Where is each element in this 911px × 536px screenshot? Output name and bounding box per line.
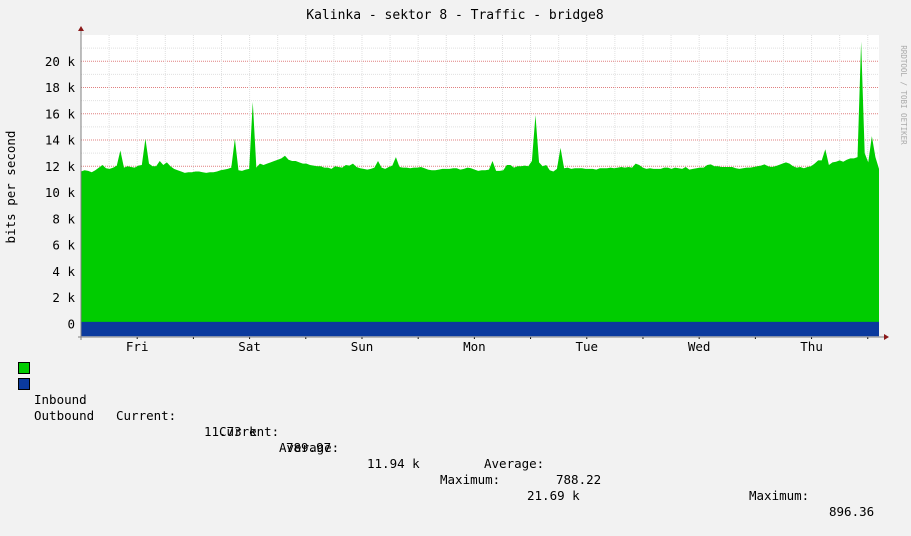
watermark: RRDTOOL / TOBI OETIKER	[899, 45, 908, 145]
inbound-current-label: Current:	[116, 408, 177, 423]
y-tick-label: 20 k	[45, 54, 76, 69]
y-tick-label: 10 k	[45, 185, 76, 200]
series-layer	[81, 41, 879, 337]
y-tick-label: 12 k	[45, 159, 76, 174]
y-axis-label: bits per second	[3, 131, 18, 244]
inbound-swatch	[18, 362, 30, 374]
outbound-maximum-label: Maximum:	[749, 488, 810, 503]
legend: Inbound Current: 11.73 k Average: 11.94 …	[0, 358, 911, 519]
y-axis-arrow	[78, 26, 84, 31]
y-tick-label: 2 k	[52, 290, 75, 305]
traffic-chart: Kalinka - sektor 8 - Traffic - bridge8 b…	[3, 8, 908, 354]
y-tick-label: 16 k	[45, 106, 76, 121]
inbound-average-value: 11.94 k	[367, 456, 420, 471]
outbound-current-value: 789.97	[286, 440, 332, 455]
inbound-maximum-label: Maximum:	[440, 472, 501, 487]
x-tick-label: Fri	[126, 339, 149, 354]
outbound-average-value: 788.22	[556, 472, 602, 487]
outbound-swatch	[18, 378, 30, 390]
inbound-area	[81, 41, 879, 324]
y-tick-label: 0	[67, 316, 75, 331]
x-axis-arrow	[884, 334, 889, 340]
outbound-label: Outbound	[34, 408, 95, 423]
outbound-maximum-value: 896.36	[829, 504, 875, 519]
y-tick-label: 8 k	[52, 211, 75, 226]
x-tick-label: Sat	[238, 339, 261, 354]
outbound-area	[81, 321, 879, 337]
legend-row-outbound: Outbound Current: 789.97 Average: 788.22…	[0, 376, 911, 519]
y-tick-label: 18 k	[45, 80, 76, 95]
y-tick-label: 4 k	[52, 264, 75, 279]
outbound-current-label: Current:	[219, 424, 280, 439]
x-tick-label: Wed	[688, 339, 711, 354]
chart-title: Kalinka - sektor 8 - Traffic - bridge8	[306, 8, 603, 23]
x-tick-label: Mon	[463, 339, 486, 354]
legend-row-inbound: Inbound Current: 11.73 k Average: 11.94 …	[0, 360, 911, 503]
axes: 0 2 k 4 k 6 k 8 k 10 k 12 k 14 k 16 k 18 k 20 k Fri…	[45, 26, 889, 354]
graph-frame: Kalinka - sektor 8 - Traffic - bridge8 b…	[0, 8, 911, 519]
y-tick-label: 14 k	[45, 133, 76, 148]
x-tick-label: Thu	[800, 339, 823, 354]
y-tick-label: 6 k	[52, 238, 75, 253]
inbound-maximum-value: 21.69 k	[527, 488, 580, 503]
outbound-average-label: Average:	[484, 456, 545, 471]
x-tick-label: Sun	[351, 339, 374, 354]
x-tick-label: Tue	[575, 339, 598, 354]
